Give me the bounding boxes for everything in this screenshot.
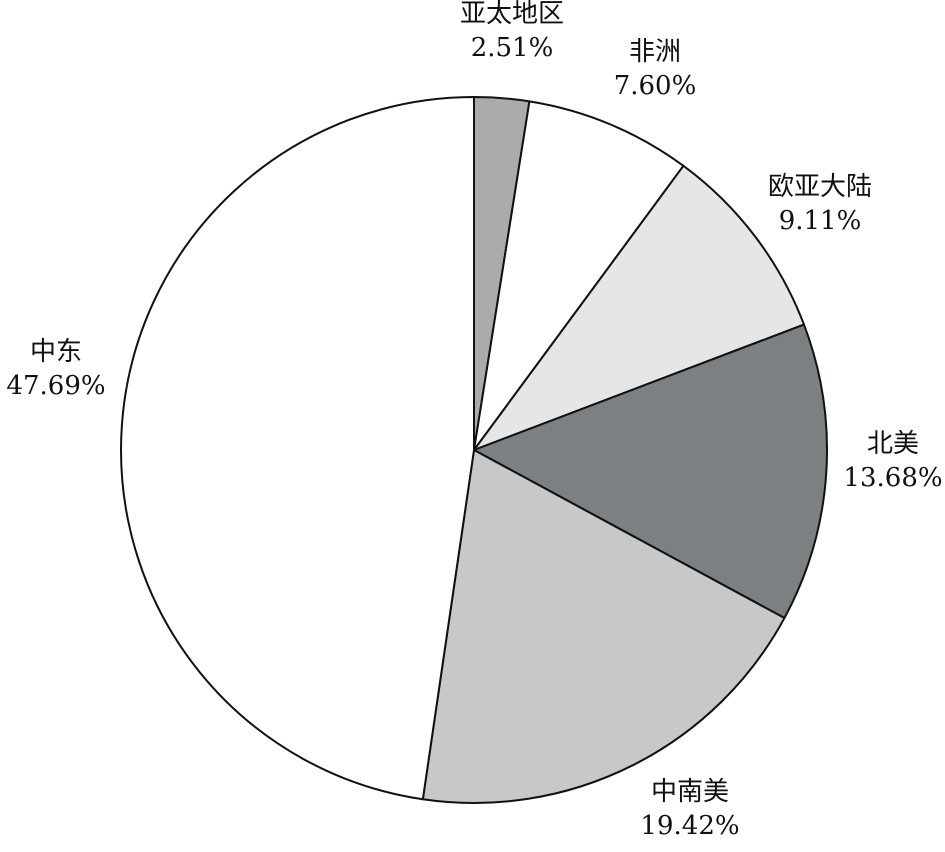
slice-value-label-3: 9.11% bbox=[779, 206, 862, 236]
pie-slice-4 bbox=[473, 323, 828, 620]
slice-value-label-6: 47.69% bbox=[6, 371, 105, 401]
slice-label-3: 欧亚大陆 bbox=[768, 172, 872, 202]
slice-value-label-5: 19.42% bbox=[640, 811, 739, 841]
slice-value-label-1: 2.51% bbox=[471, 33, 554, 63]
pie-labels: 亚太地区 2.51% 非洲 7.60% 欧亚大陆 9.11% 北美 13.68% 中南美 19.4… bbox=[6, 0, 942, 841]
slice-label-2: 非洲 bbox=[629, 37, 681, 67]
pie-slice-2 bbox=[473, 100, 685, 451]
pie-slice-5 bbox=[421, 449, 786, 804]
pie-slice-6 bbox=[120, 96, 475, 801]
slice-value-label-2: 7.60% bbox=[614, 71, 697, 101]
pie-slices bbox=[120, 96, 828, 804]
slice-label-6: 中东 bbox=[30, 337, 82, 367]
slice-label-5: 中南美 bbox=[651, 777, 729, 807]
slice-value-label-4: 13.68% bbox=[843, 463, 942, 493]
pie-slice-3 bbox=[473, 164, 805, 451]
slice-label-1: 亚太地区 bbox=[460, 0, 564, 29]
slice-label-4: 北美 bbox=[867, 429, 919, 459]
